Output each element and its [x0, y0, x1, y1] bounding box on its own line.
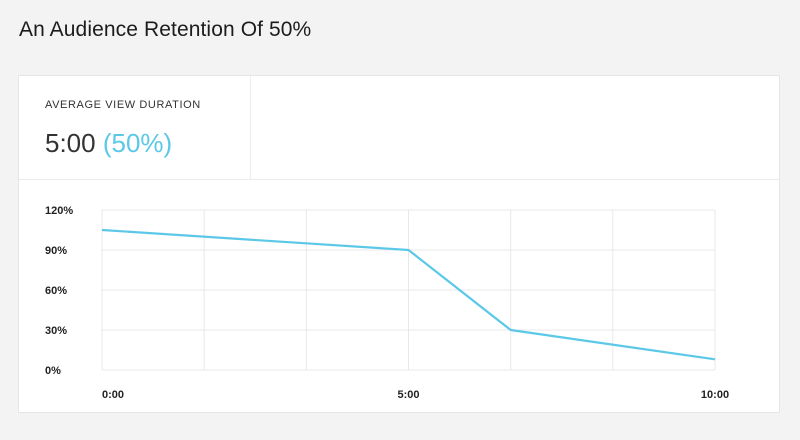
y-tick-label: 120% — [45, 205, 73, 217]
average-view-duration-panel: AVERAGE VIEW DURATION 5:00 (50%) — [19, 76, 251, 179]
retention-line — [101, 228, 716, 361]
retention-chart: 0% 30% 60% 90% 120% 0:00 5:00 10:00 — [45, 205, 729, 401]
metric-value: 5:00 (50%) — [45, 128, 172, 159]
chart-series — [101, 228, 716, 361]
y-tick-label: 90% — [45, 245, 67, 257]
card-divider — [19, 179, 779, 180]
y-tick-label: 30% — [45, 325, 67, 337]
x-tick-label: 5:00 — [397, 389, 419, 401]
x-tick-label: 10:00 — [701, 389, 729, 401]
metric-label: AVERAGE VIEW DURATION — [45, 99, 201, 111]
page-title: An Audience Retention Of 50% — [19, 18, 312, 41]
y-axis: 0% 30% 60% 90% 120% — [45, 205, 73, 377]
retention-card: AVERAGE VIEW DURATION 5:00 (50%) 0% 30% 60… — [18, 75, 780, 413]
y-tick-label: 0% — [45, 365, 61, 377]
x-tick-label: 0:00 — [102, 389, 124, 401]
chart-grid — [101, 209, 716, 371]
x-axis: 0:00 5:00 10:00 — [102, 389, 729, 401]
y-tick-label: 60% — [45, 285, 67, 297]
metric-duration: 5:00 — [45, 128, 96, 158]
metric-percent: (50%) — [102, 128, 173, 158]
